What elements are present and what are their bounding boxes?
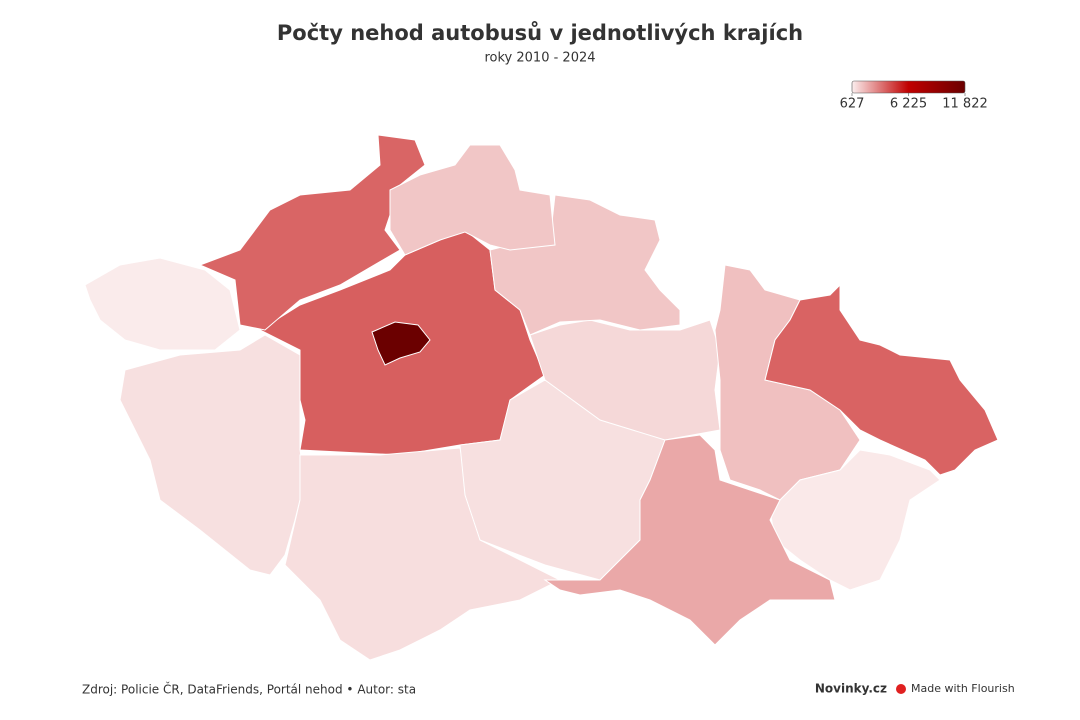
region <box>119 334 306 576</box>
region <box>84 257 241 351</box>
legend: 627 6 225 11 822 <box>840 93 988 112</box>
region <box>489 194 681 336</box>
region <box>543 434 836 646</box>
source: Zdroj: Policie ČR, DataFriends, Portál n… <box>82 682 416 697</box>
legend-bar <box>851 80 966 94</box>
regions <box>84 134 999 661</box>
region <box>198 134 426 331</box>
region <box>769 449 941 591</box>
legend-label: 6 225 <box>890 97 927 112</box>
flourish-logo <box>896 684 906 694</box>
region <box>371 321 431 366</box>
credit: Made with Flourish <box>911 682 1015 695</box>
legend-label: 11 822 <box>942 97 988 112</box>
legend-label: 627 <box>840 97 865 112</box>
region <box>389 144 556 256</box>
subtitle: roky 2010 - 2024 <box>484 51 595 66</box>
title: Počty nehod autobusů v jednotlivých kraj… <box>277 21 803 45</box>
region <box>764 283 999 476</box>
brand: Novinky.cz <box>815 682 887 696</box>
